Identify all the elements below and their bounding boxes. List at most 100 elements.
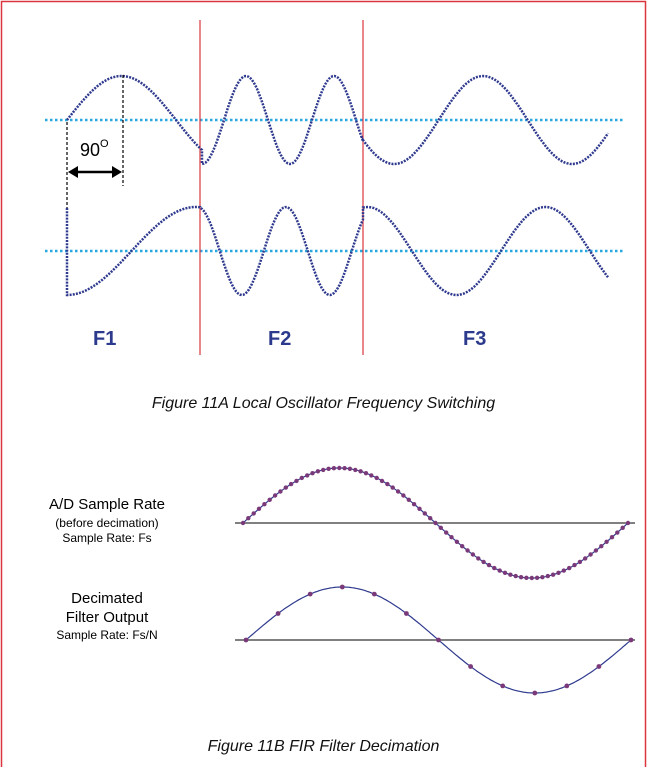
ad-sample-point: [524, 575, 529, 580]
ad-sample-point: [438, 525, 443, 530]
decimated-sample-point: [468, 664, 473, 669]
ad-sample-point: [299, 475, 304, 481]
ad-sample-point: [518, 575, 524, 580]
ad-sample-point: [545, 573, 550, 579]
ad-sample-point: [476, 556, 481, 561]
ad-sample-point: [540, 575, 545, 580]
ad-sample-point: [288, 481, 294, 487]
ad-sample-point: [460, 544, 465, 549]
decimated-sample-point: [596, 664, 602, 669]
ad-sample-point: [465, 548, 470, 553]
ad-sample-point: [385, 481, 390, 487]
ad-sample-point: [305, 473, 310, 478]
row1-subtitle: (before decimation): [55, 516, 159, 530]
ad-sample-point: [240, 520, 246, 526]
decimated-sample-point: [436, 637, 441, 643]
ad-sample-point: [599, 544, 604, 549]
ad-sample-point: [331, 466, 337, 471]
ad-sample-point: [625, 520, 631, 526]
oscillator-quadrature-wave: [65, 205, 609, 297]
ad-sample-point: [433, 520, 438, 526]
ad-sample-point: [620, 525, 625, 530]
ad-sample-point: [390, 485, 395, 490]
band-label-f2: F2: [268, 328, 292, 350]
ad-sample-point: [615, 530, 620, 535]
ad-sample-point: [561, 568, 566, 573]
row2-title-line1: Decimated: [71, 590, 143, 607]
decimated-sample-point: [564, 683, 570, 689]
ad-sample-point: [374, 475, 379, 481]
row1-label: A/D Sample Rate (before decimation) Samp…: [22, 496, 192, 545]
ad-sample-point: [251, 511, 256, 516]
decimated-sample-point: [500, 683, 506, 689]
decimated-sample-point: [307, 591, 313, 597]
ad-sample-point: [401, 493, 406, 498]
ad-sample-point: [502, 570, 508, 575]
ad-sample-point: [572, 562, 577, 568]
ad-sample-point: [267, 497, 272, 502]
ad-sample-point: [486, 562, 492, 568]
caption-fig-11a: Figure 11A Local Oscillator Frequency Sw…: [151, 395, 496, 412]
ad-sample-point: [272, 493, 278, 498]
ad-sample-point: [256, 506, 262, 511]
decimated-sample-point: [275, 611, 281, 616]
ad-sample-point: [593, 548, 599, 553]
ad-sample-point: [406, 497, 411, 502]
ad-sample-points: [240, 465, 631, 581]
ad-sample-point: [449, 535, 454, 540]
ad-sample-point: [310, 471, 315, 476]
ad-sample-point: [283, 485, 288, 490]
ad-sample-point: [342, 466, 347, 471]
ad-sample-point: [567, 565, 572, 571]
ad-sample-point: [353, 467, 358, 473]
ad-sample-point: [529, 575, 534, 581]
ad-sample-point: [278, 489, 283, 494]
ad-sample-point: [492, 565, 497, 571]
oscillator-sine-wave: [66, 74, 610, 166]
ad-sample-point: [556, 570, 561, 575]
ad-sample-point: [428, 516, 433, 521]
decimated-sample-point: [628, 637, 634, 643]
ad-sample-point: [347, 466, 353, 471]
ad-sample-point: [262, 502, 267, 507]
ad-sample-point: [379, 478, 385, 484]
ad-sample-point: [417, 506, 422, 511]
ad-sample-point: [411, 502, 417, 507]
ad-sample-point: [550, 572, 556, 577]
decimated-sample-point: [339, 584, 345, 590]
ad-sample-point: [294, 478, 299, 484]
ad-sample-point: [588, 552, 593, 557]
decimated-sample-points: [243, 584, 634, 696]
phase-label: 90O: [80, 138, 109, 160]
ad-sample-point: [315, 469, 321, 474]
ad-sample-point: [369, 473, 374, 478]
decimated-sample-point: [243, 637, 249, 643]
ad-sample-point: [337, 465, 342, 471]
ad-sample-point: [481, 559, 486, 565]
row1-rate: Sample Rate: Fs: [62, 531, 152, 545]
ad-sample-point: [470, 552, 476, 557]
phase-arrow-head-right: [112, 166, 122, 178]
row2-title-line2: Filter Output: [65, 609, 149, 626]
ad-sample-point: [577, 559, 583, 565]
decimated-sample-point: [371, 591, 377, 597]
ad-sample-point: [513, 573, 518, 579]
ad-sample-point: [497, 568, 502, 573]
ad-sample-point: [422, 511, 427, 516]
ad-sample-point: [246, 516, 251, 521]
row1-title: A/D Sample Rate: [49, 496, 165, 513]
ad-sample-point: [604, 539, 609, 544]
ad-sample-point: [609, 535, 615, 540]
ad-sample-point: [326, 466, 331, 471]
row2-label: Decimated Filter Output Sample Rate: Fs/…: [22, 590, 192, 642]
band-label-f1: F1: [93, 328, 117, 350]
ad-sample-point: [454, 539, 460, 544]
row2-rate: Sample Rate: Fs/N: [56, 628, 158, 642]
band-label-f3: F3: [463, 328, 487, 350]
ad-sample-point: [358, 469, 363, 474]
ad-sample-point: [321, 467, 326, 473]
ad-sample-point: [395, 489, 401, 494]
decimated-sample-point: [404, 611, 409, 616]
